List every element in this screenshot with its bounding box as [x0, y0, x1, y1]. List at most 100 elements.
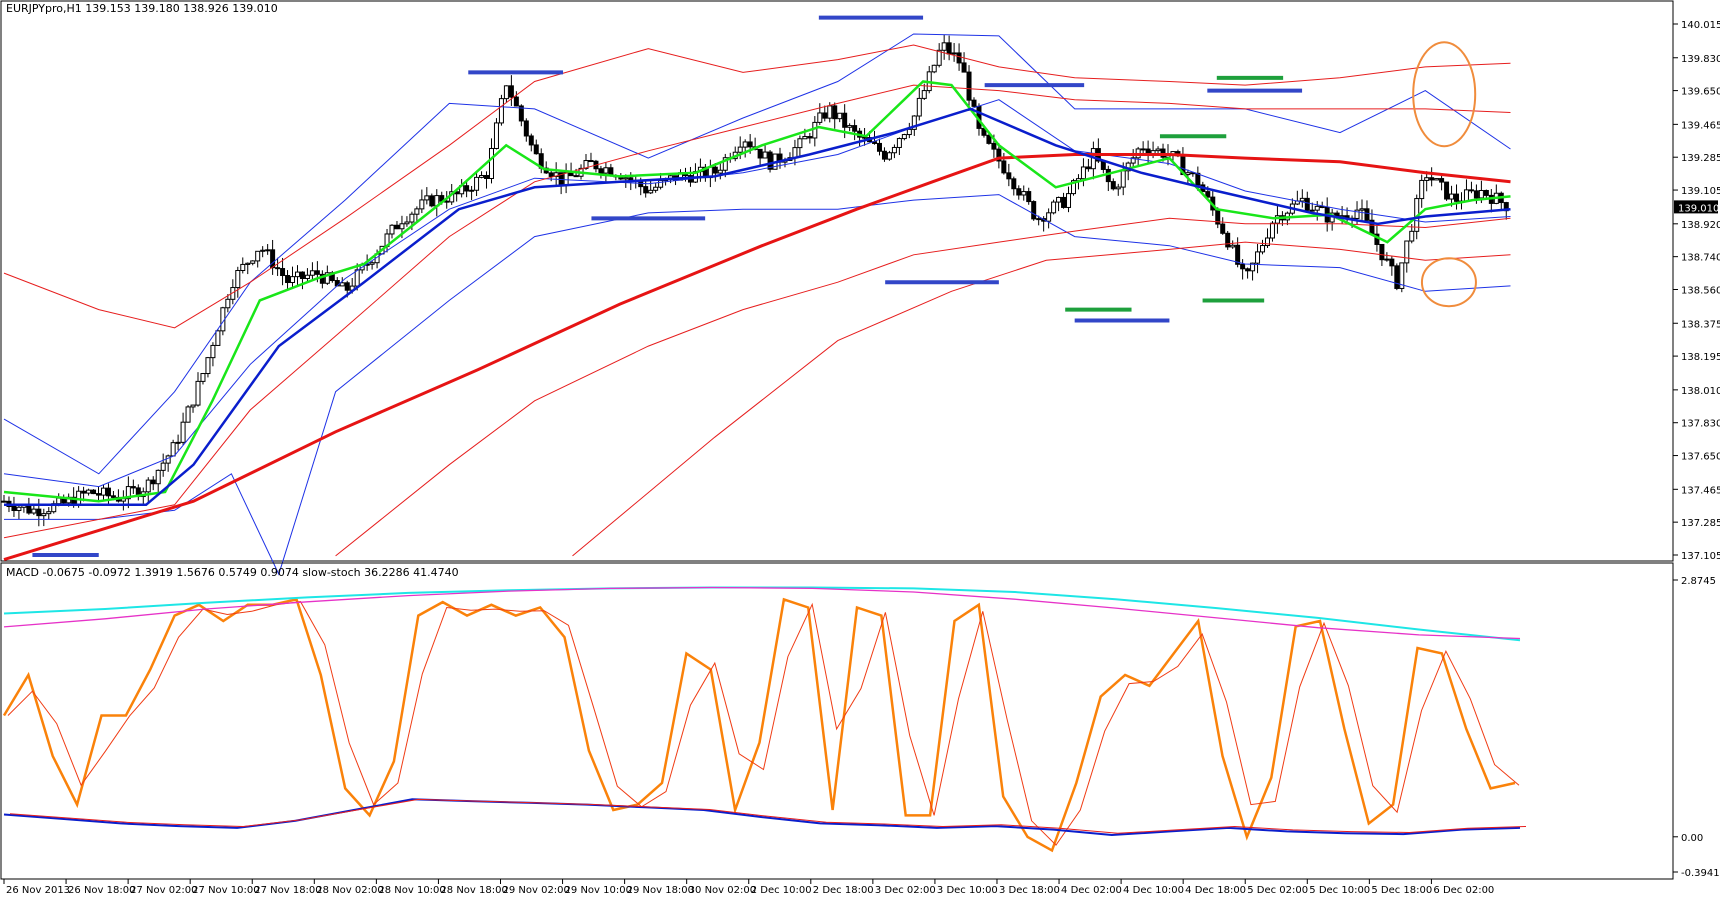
candle [757, 148, 763, 167]
candle-body [155, 469, 161, 485]
candle [822, 105, 828, 122]
candle-body [1105, 168, 1111, 183]
candle-body [891, 146, 897, 154]
candle [488, 138, 494, 184]
price-tick-label: 137.465 [1681, 485, 1720, 496]
candle [1444, 181, 1450, 201]
time-tick-label: 2 Dec 10:00 [751, 885, 812, 896]
candle [1454, 184, 1460, 210]
candle-body [464, 185, 470, 192]
candle [1304, 191, 1310, 212]
candle [797, 135, 803, 158]
indicator-tick-label: 0.00 [1681, 833, 1703, 844]
candle-body [603, 167, 609, 174]
candle-body [474, 176, 480, 191]
candle-body [1155, 148, 1161, 152]
candle-body [847, 125, 853, 128]
candle-body [573, 175, 579, 178]
candle-body [16, 506, 22, 512]
candle [1424, 171, 1430, 192]
candle-body [996, 148, 1002, 162]
candle [429, 193, 435, 208]
candle [11, 496, 17, 517]
candle [553, 162, 559, 187]
candle [921, 83, 927, 101]
candle [1434, 178, 1440, 181]
candle [1115, 183, 1121, 196]
candle-body [1240, 263, 1246, 270]
candle [508, 75, 514, 107]
candle [1080, 158, 1086, 187]
candle-body [1299, 197, 1305, 202]
candle-body [260, 249, 266, 252]
candle [1439, 175, 1445, 191]
candle-body [314, 270, 320, 275]
candle-body [354, 269, 360, 287]
candle-body [817, 112, 823, 123]
candle-body [100, 487, 106, 496]
price-tick-label: 138.740 [1681, 253, 1720, 264]
main-plot-area [1, 15, 1511, 576]
candle [16, 504, 22, 520]
candle [1066, 186, 1072, 213]
candle-body [533, 144, 539, 155]
candle [125, 476, 131, 509]
candle [1021, 185, 1027, 201]
candle-body [553, 172, 559, 177]
candle [1046, 208, 1052, 229]
candle-body [1409, 230, 1415, 242]
candle [891, 144, 897, 159]
candle [847, 123, 853, 132]
candle-body [837, 112, 843, 120]
candle-body [1051, 201, 1057, 214]
candle-body [842, 112, 848, 128]
annotation-ellipse-upper [1412, 41, 1477, 148]
candle [762, 144, 768, 159]
candle-body [285, 275, 291, 284]
candle-body [1264, 237, 1270, 247]
main-header-text: EURJPYpro,H1 139.153 139.180 138.926 139… [6, 2, 278, 15]
candle-body [265, 249, 271, 252]
candle-body [1309, 209, 1315, 212]
candle-body [170, 442, 176, 457]
candle-body [240, 263, 246, 272]
price-tick-label: 138.195 [1681, 352, 1720, 363]
candle-body [598, 168, 604, 174]
candle [523, 118, 529, 142]
candle [966, 65, 972, 111]
time-tick-label: 29 Nov 18:00 [627, 885, 694, 896]
price-tick-label: 138.560 [1681, 286, 1720, 297]
candle-body [1230, 244, 1236, 248]
candle-body [1419, 179, 1425, 200]
candle-body [588, 160, 594, 163]
candle-body [1483, 189, 1489, 196]
candle [996, 143, 1002, 169]
price-tick-label: 138.010 [1681, 386, 1720, 397]
candle-body [1359, 208, 1365, 211]
candle [1389, 256, 1395, 276]
candle-body [394, 224, 400, 230]
indicator-axis: 2.8745 0.00 -0.3941 [1673, 576, 1720, 879]
candle [1255, 243, 1261, 274]
candle-body [180, 421, 186, 443]
candle-body [916, 97, 922, 117]
candle [1429, 167, 1435, 187]
candle [881, 147, 887, 162]
candle-body [1046, 212, 1052, 222]
candle [807, 132, 813, 144]
candle-body [1439, 178, 1445, 183]
candle [1230, 240, 1236, 249]
price-tick-label: 139.465 [1681, 120, 1720, 131]
candle-body [429, 195, 435, 207]
candle-body [1011, 178, 1017, 190]
candle-body [623, 177, 629, 180]
candle [906, 122, 912, 139]
candle [41, 508, 47, 527]
price-tick-label: 137.285 [1681, 518, 1720, 529]
candle [1051, 199, 1057, 215]
candle [1061, 192, 1067, 209]
candle-body [414, 208, 420, 215]
candle-body [1070, 180, 1076, 195]
candle-body [1429, 177, 1435, 181]
candle-body [508, 85, 514, 98]
